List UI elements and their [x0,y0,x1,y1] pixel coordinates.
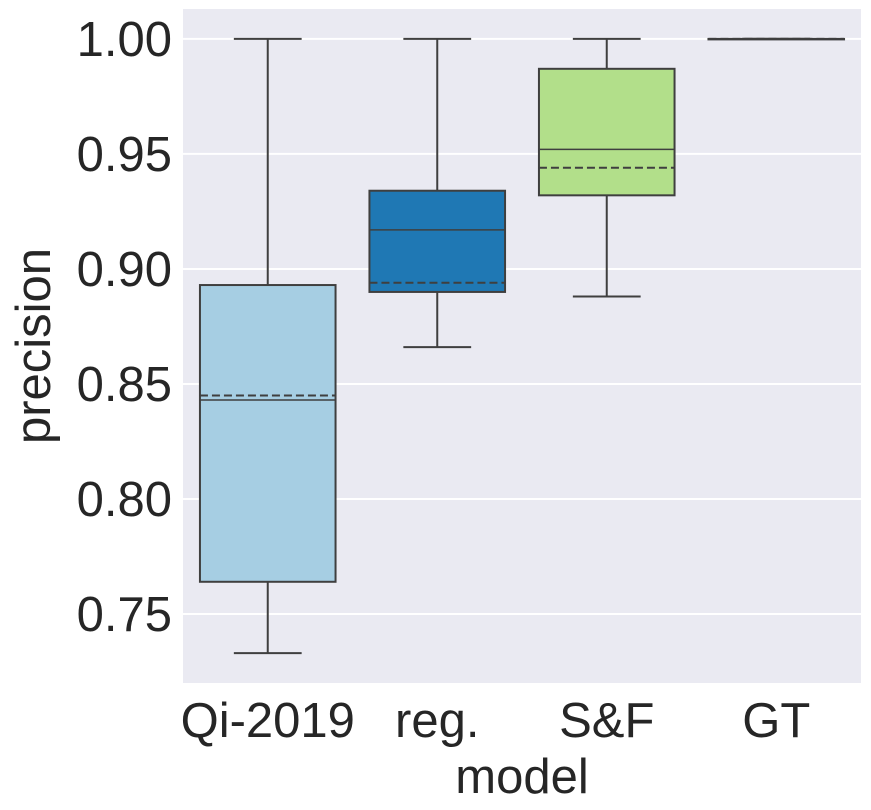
y-tick-label: 1.00 [77,13,172,67]
y-tick-label: 0.85 [77,358,172,412]
x-tick-label: S&F [559,694,654,748]
box-reg- [368,37,507,349]
x-tick-label: GT [742,694,810,748]
boxes [198,37,846,655]
iqr-box [537,67,676,197]
x-axis-label: model [455,750,588,804]
box-qi-2019 [198,37,337,655]
y-tick-label: 0.95 [77,128,172,182]
y-tick-label: 0.90 [77,243,172,297]
iqr-box [198,284,337,583]
x-tick-label: Qi-2019 [181,694,355,748]
y-tick-label: 0.80 [77,473,172,527]
x-axis-ticks: Qi-2019 reg. S&F GT [181,694,811,748]
y-axis-label: precision [7,248,61,444]
y-axis-ticks: 0.75 0.80 0.85 0.90 0.95 1.00 [77,13,172,642]
box-s-f [537,37,676,298]
iqr-box [368,189,507,293]
y-tick-label: 0.75 [77,588,172,642]
box-gt [707,37,846,41]
x-tick-label: reg. [395,694,479,748]
